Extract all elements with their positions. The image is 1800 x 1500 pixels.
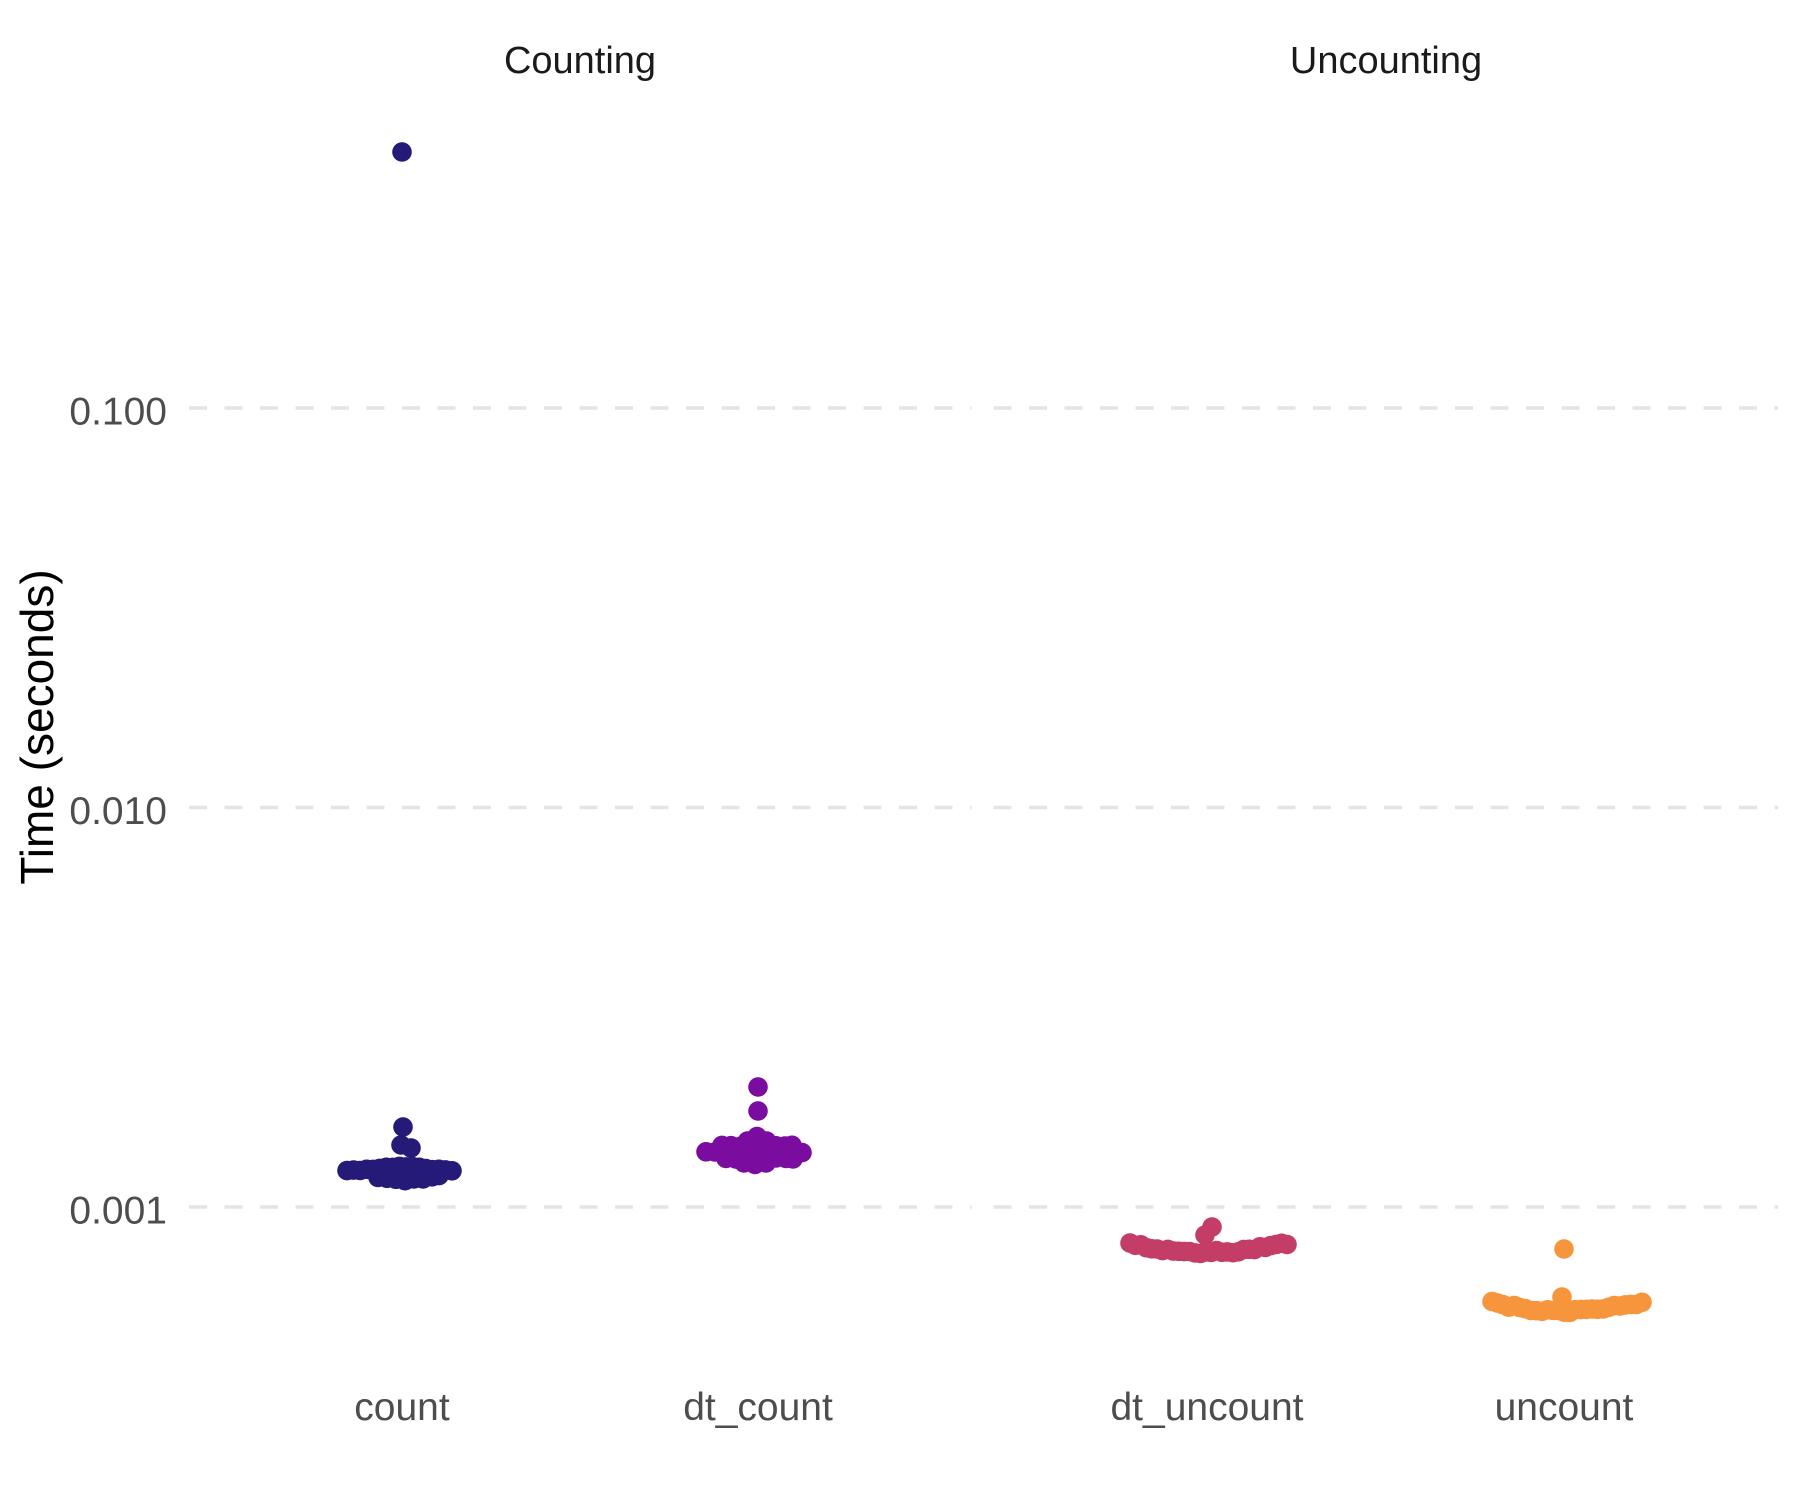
svg-text:0.010: 0.010	[69, 790, 167, 833]
svg-text:0.001: 0.001	[69, 1190, 167, 1233]
svg-text:0.100: 0.100	[69, 391, 167, 434]
svg-text:dt_count: dt_count	[683, 1386, 833, 1429]
svg-text:count: count	[354, 1386, 450, 1429]
svg-text:dt_uncount: dt_uncount	[1110, 1386, 1303, 1429]
svg-text:Counting: Counting	[504, 40, 656, 82]
svg-text:Time (seconds): Time (seconds)	[11, 569, 63, 884]
svg-text:uncount: uncount	[1495, 1386, 1634, 1429]
svg-text:Uncounting: Uncounting	[1290, 40, 1482, 82]
